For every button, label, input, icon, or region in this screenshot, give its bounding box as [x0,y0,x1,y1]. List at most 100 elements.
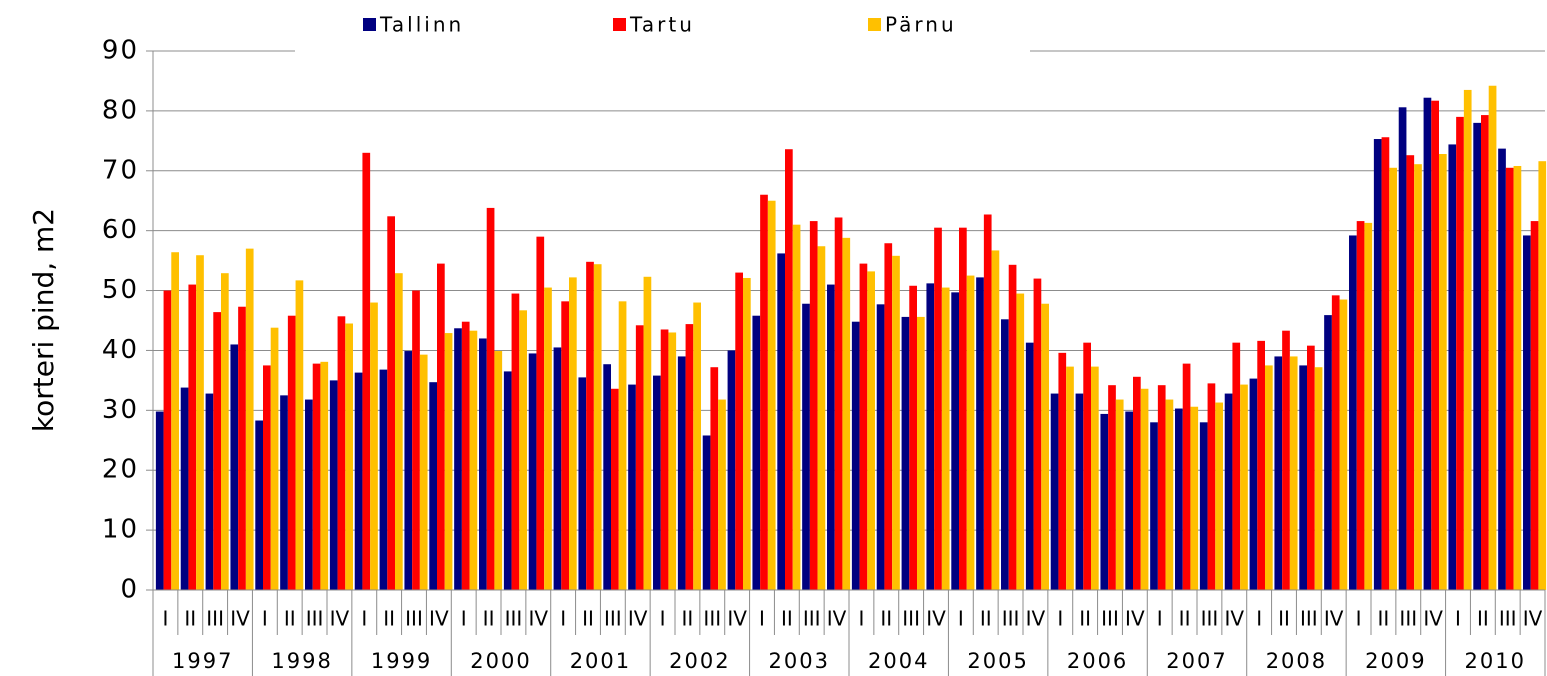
x-tick-label: III [405,607,423,631]
x-tick-label: II [1278,607,1290,631]
bar [817,246,826,590]
bar [976,277,984,590]
bar [611,388,619,590]
y-tick-label: 70 [102,155,139,185]
bar [1058,352,1067,590]
bar [1025,342,1034,590]
bar [1398,107,1407,590]
bar [387,216,395,590]
bar [959,227,967,590]
x-tick-label: IV [1423,607,1443,631]
bar [1423,97,1432,591]
bar [1140,388,1149,590]
year-label: 2001 [570,649,631,673]
bar [287,315,296,590]
bar [1264,365,1273,590]
bar [454,328,462,590]
bar [1406,155,1415,590]
bar [628,384,636,590]
bar [685,324,694,590]
bar [1165,399,1174,590]
y-tick-label: 0 [120,575,139,605]
bar [710,367,719,590]
bar [1182,363,1191,590]
bar [901,316,910,590]
legend-label: Tartu [629,13,695,37]
bar [752,315,761,590]
bar [196,255,204,590]
x-tick-label: II [1079,607,1091,631]
y-tick-label: 60 [102,215,139,245]
x-tick-label: I [759,607,765,631]
bar [220,273,229,590]
bar [1538,161,1547,590]
bar [1041,303,1049,590]
x-tick-label: II [980,607,992,631]
bar [337,316,346,590]
bar [188,284,197,590]
bar [429,382,438,590]
bar [1249,378,1258,590]
bar [1488,85,1497,590]
bar [1215,402,1223,590]
bar [727,350,736,590]
year-label: 2007 [1166,649,1227,673]
bar [603,364,612,590]
bar [437,263,445,590]
bar [693,302,701,590]
bar [1456,116,1464,590]
x-tick-label: II [1477,607,1489,631]
y-tick-label: 90 [102,36,139,66]
bar [394,273,403,590]
bar [593,264,602,590]
bar [270,327,279,590]
bar [329,380,338,590]
bar [312,363,321,590]
x-tick-label: II [781,607,793,631]
bar [1530,221,1539,590]
legend-swatch [613,18,626,31]
x-tick-label: II [582,607,594,631]
bar [934,227,942,590]
bar [867,271,875,590]
x-tick-label: II [1179,607,1191,631]
bar [1125,411,1134,590]
bar [245,248,254,590]
bar [792,224,801,590]
bar [561,301,569,590]
bar [1066,366,1074,590]
bar [1008,264,1017,590]
legend-label: Tallinn [379,13,464,37]
bar [1373,139,1382,590]
x-tick-label: II [383,607,395,631]
x-tick-label: III [1101,607,1119,631]
bar [941,287,950,590]
bar [1100,413,1109,590]
bar [859,263,868,590]
bar [785,149,793,590]
bar [553,347,562,590]
bar [1257,340,1265,590]
bar [1463,89,1472,590]
y-axis-label: korteri pind, m2 [27,208,60,432]
bar [568,277,577,590]
bar [404,351,413,590]
legend-bg [295,20,1030,60]
bar [230,344,239,590]
x-tick-label: I [1157,607,1163,631]
bar [892,255,900,590]
x-tick-label: III [604,607,622,631]
bar [668,332,677,590]
bar [702,435,711,590]
bar [461,321,470,590]
bar [1108,385,1116,590]
bar [205,393,214,590]
y-tick-label: 10 [102,515,139,545]
bar [412,290,420,590]
x-tick-label: III [803,607,821,631]
bar [884,243,893,590]
bar [653,375,661,590]
bar [305,399,313,590]
bar [1481,115,1489,590]
x-tick-label: IV [1026,607,1046,631]
